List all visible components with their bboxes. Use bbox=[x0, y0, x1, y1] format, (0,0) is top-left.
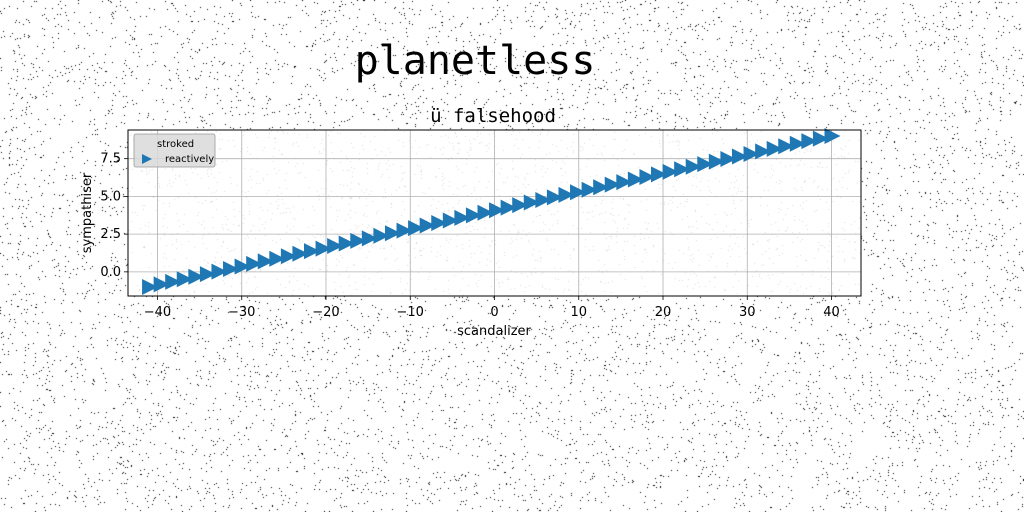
data-point bbox=[165, 273, 182, 290]
data-point bbox=[431, 215, 448, 232]
data-point bbox=[477, 204, 494, 221]
data-point bbox=[570, 184, 587, 201]
data-point bbox=[512, 197, 529, 214]
data-point bbox=[304, 243, 321, 260]
x-tick-label: 40 bbox=[823, 305, 840, 320]
x-axis-label: scandalizer bbox=[457, 324, 531, 339]
data-point bbox=[581, 181, 598, 198]
data-point bbox=[361, 230, 378, 247]
legend-label-reactively: reactively bbox=[165, 154, 214, 165]
data-point bbox=[616, 174, 633, 191]
data-point bbox=[350, 232, 367, 249]
legend-marker-reactively bbox=[142, 154, 152, 164]
data-point bbox=[720, 151, 737, 168]
data-point bbox=[373, 227, 390, 244]
y-tick-label: 7.5 bbox=[100, 152, 121, 167]
x-tick-label: 10 bbox=[570, 305, 587, 320]
data-point bbox=[639, 168, 656, 185]
data-point bbox=[408, 220, 425, 237]
legend-label-stroked: stroked bbox=[157, 139, 194, 150]
x-tick-label: 0 bbox=[490, 305, 498, 320]
data-point bbox=[674, 161, 691, 178]
data-point bbox=[755, 143, 772, 160]
data-point bbox=[419, 217, 436, 234]
data-point bbox=[500, 199, 517, 216]
chart-axes-title: ü falsehood bbox=[430, 105, 556, 127]
y-tick-label: 5.0 bbox=[100, 189, 121, 204]
data-point bbox=[454, 209, 471, 226]
data-point bbox=[766, 140, 783, 157]
data-point bbox=[142, 278, 159, 295]
data-point bbox=[651, 166, 668, 183]
data-point bbox=[489, 202, 506, 219]
data-point bbox=[778, 138, 795, 155]
data-point bbox=[685, 158, 702, 175]
legend: stroked reactively bbox=[133, 133, 216, 168]
data-point bbox=[801, 133, 818, 150]
x-axis-ticks: −40 −30 −20 −10 0 10 20 30 40 bbox=[144, 296, 840, 320]
data-point bbox=[442, 212, 459, 229]
data-point bbox=[223, 261, 240, 278]
data-point bbox=[315, 240, 332, 257]
data-point bbox=[604, 176, 621, 193]
data-point bbox=[523, 194, 540, 211]
data-point bbox=[697, 156, 714, 173]
chart-suptitle: planetless bbox=[355, 38, 596, 84]
legend-box bbox=[133, 133, 216, 168]
x-tick-label: −10 bbox=[397, 305, 424, 320]
data-point bbox=[292, 245, 309, 262]
y-tick-label: 0.0 bbox=[100, 265, 121, 280]
data-point bbox=[234, 258, 251, 275]
x-tick-label: −30 bbox=[228, 305, 255, 320]
data-point bbox=[812, 130, 829, 147]
data-point bbox=[211, 263, 228, 280]
data-point bbox=[593, 179, 610, 196]
data-point bbox=[246, 255, 263, 272]
data-point bbox=[153, 276, 170, 293]
data-point bbox=[280, 248, 297, 265]
data-point bbox=[546, 189, 563, 206]
data-point bbox=[708, 153, 725, 170]
data-point bbox=[384, 225, 401, 242]
data-point bbox=[327, 238, 344, 255]
x-tick-label: 30 bbox=[739, 305, 756, 320]
data-point bbox=[269, 250, 286, 267]
y-axis-label: sympathiser bbox=[80, 172, 95, 253]
data-point bbox=[789, 135, 806, 152]
data-point bbox=[743, 145, 760, 162]
x-tick-label: −40 bbox=[144, 305, 171, 320]
x-tick-label: −20 bbox=[312, 305, 339, 320]
data-point bbox=[731, 148, 748, 165]
data-point bbox=[627, 171, 644, 188]
data-point bbox=[176, 271, 193, 288]
y-axis-ticks: 0.0 2.5 5.0 7.5 bbox=[100, 152, 128, 280]
data-point bbox=[188, 268, 205, 285]
data-point bbox=[199, 266, 216, 283]
series-reactively bbox=[142, 128, 841, 295]
data-point bbox=[662, 163, 679, 180]
plot-area bbox=[127, 128, 862, 297]
data-point bbox=[558, 186, 575, 203]
data-point bbox=[257, 253, 274, 270]
data-point bbox=[396, 222, 413, 239]
data-point bbox=[824, 128, 841, 145]
y-tick-label: 2.5 bbox=[100, 227, 121, 242]
data-point bbox=[535, 191, 552, 208]
data-point bbox=[338, 235, 355, 252]
data-point bbox=[465, 207, 482, 224]
grid-lines bbox=[128, 130, 861, 296]
x-tick-label: 20 bbox=[655, 305, 672, 320]
